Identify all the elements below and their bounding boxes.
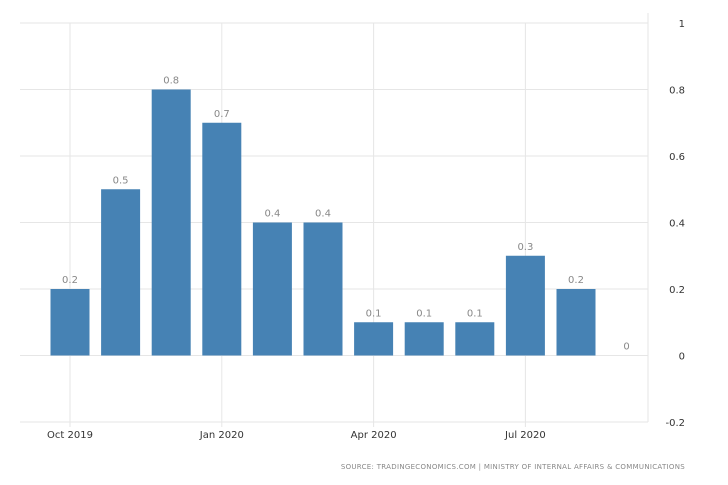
- y-tick-label: 0.4: [669, 219, 685, 230]
- x-tick-label: Jan 2020: [199, 430, 244, 441]
- data-label: 0.1: [467, 308, 483, 319]
- data-label: 0.7: [214, 109, 230, 120]
- bar: [101, 189, 141, 356]
- data-label: 0.8: [163, 76, 179, 87]
- x-tick-label: Jul 2020: [504, 430, 546, 441]
- data-label: 0: [623, 342, 629, 353]
- y-tick-label: 0.8: [669, 86, 685, 97]
- y-tick-label: 0.2: [669, 285, 685, 296]
- source-text: SOURCE: TRADINGECONOMICS.COM | MINISTRY …: [341, 463, 685, 471]
- bar: [354, 322, 394, 356]
- data-label: 0.4: [315, 209, 331, 220]
- bar: [455, 322, 495, 356]
- bar: [303, 222, 343, 356]
- x-tick-label: Oct 2019: [47, 430, 93, 441]
- bar: [151, 89, 191, 356]
- data-labels: 0.2 0.5 0.8 0.7 0.4 0.4 0.1 0.1 0.1 0.3 0.2 0: [62, 76, 630, 353]
- data-label: 0.3: [517, 242, 533, 253]
- data-label: 0.4: [264, 209, 280, 220]
- x-axis: Oct 2019 Jan 2020 Apr 2020 Jul 2020: [47, 430, 546, 441]
- bar: [505, 255, 545, 356]
- bar: [50, 289, 90, 356]
- y-tick-label: -0.2: [665, 418, 685, 429]
- bar: [404, 322, 444, 356]
- bar: [556, 289, 596, 356]
- bar: [202, 122, 242, 356]
- y-axis: -0.2 0 0.2 0.4 0.6 0.8 1: [665, 19, 685, 429]
- x-tick-label: Apr 2020: [351, 430, 397, 441]
- y-tick-label: 0.6: [669, 152, 685, 163]
- bars: [50, 89, 596, 356]
- y-tick-label: 0: [679, 352, 685, 363]
- data-label: 0.2: [62, 275, 78, 286]
- data-label: 0.5: [113, 175, 129, 186]
- y-tick-label: 1: [679, 19, 685, 30]
- data-label: 0.1: [366, 308, 382, 319]
- data-label: 0.1: [416, 308, 432, 319]
- bar: [252, 222, 292, 356]
- data-label: 0.2: [568, 275, 584, 286]
